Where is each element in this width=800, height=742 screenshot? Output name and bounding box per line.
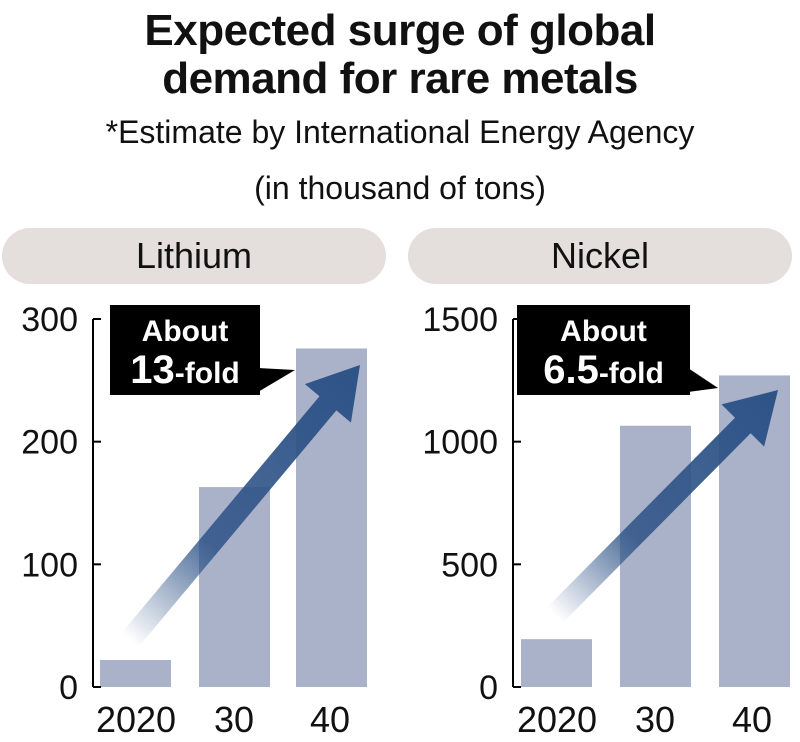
chart-title-line-1: Expected surge of global [144,6,656,55]
y-tick-label: 100 [21,546,78,584]
growth-arrow [121,365,360,648]
panel-header-nickel: Nickel [408,228,792,284]
callout-fold: 6.5-fold [543,348,664,392]
x-tick-label: 30 [635,699,675,740]
y-tick-label: 1000 [422,424,498,462]
x-tick-label: 30 [214,699,254,740]
x-tick-label: 40 [310,699,350,740]
bar-30 [620,425,691,687]
x-tick-label: 40 [732,699,772,740]
x-tick-label: 2020 [517,699,597,740]
callout-fold-suffix: -fold [175,357,240,390]
bar-2020 [521,639,592,687]
callout-about: About [560,315,647,348]
callout-pointer [688,368,718,392]
y-tick-label: 500 [441,546,498,584]
y-tick-label: 1500 [422,301,498,339]
chart-title-line-2: demand for rare metals [162,54,638,103]
y-tick-label: 300 [21,301,78,339]
growth-arrow [547,390,778,623]
x-tick-label: 2020 [96,699,176,740]
y-tick-label: 200 [21,424,78,462]
callout-fold-number: 13 [130,348,175,392]
callout-pointer [258,368,295,392]
chart-subtitle: *Estimate by International Energy Agency [105,114,695,150]
y-tick-label: 0 [479,669,498,707]
callout-fold: 13-fold [130,348,239,392]
callout-about: About [142,315,229,348]
callout-fold-number: 6.5 [543,348,599,392]
y-tick-label: 0 [59,669,78,707]
panel-header-lithium: Lithium [2,228,386,284]
bar-2020 [100,660,171,687]
units-label: (in thousand of tons) [254,170,546,206]
callout-box [110,305,260,395]
callout-box [517,305,690,395]
callout-fold-suffix: -fold [599,357,664,390]
